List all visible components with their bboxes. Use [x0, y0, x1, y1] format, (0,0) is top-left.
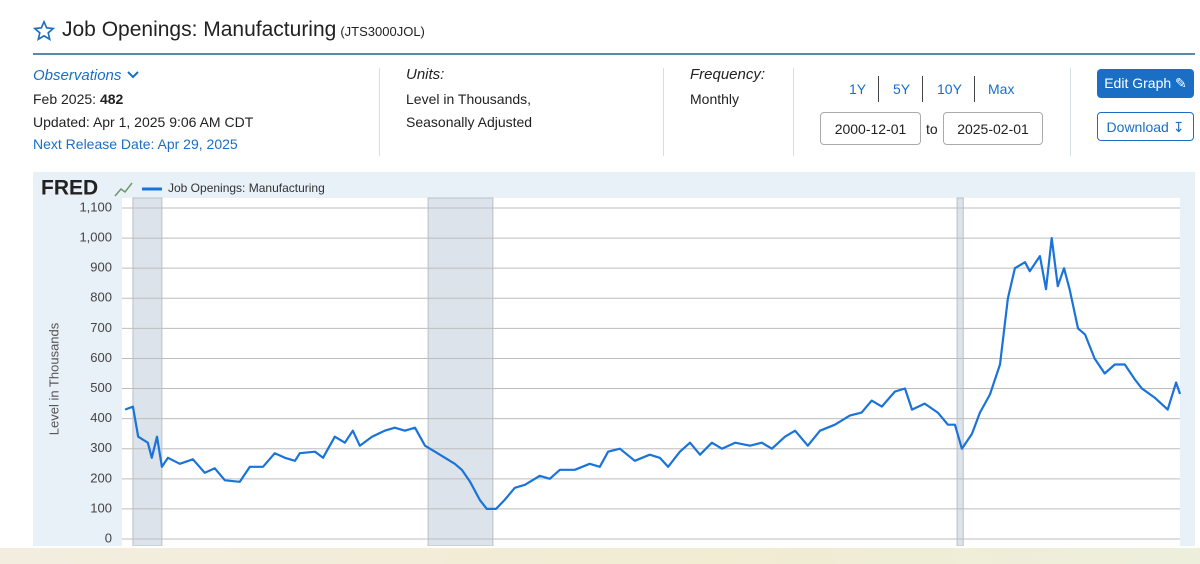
start-date-input[interactable]: 2000-12-01 [820, 112, 921, 145]
date-separator: to [926, 121, 938, 137]
y-tick-label: 1,000 [79, 230, 112, 245]
range-button[interactable]: 1Y [849, 81, 867, 97]
observations-label: Observations [33, 67, 122, 84]
y-tick-label: 400 [90, 410, 112, 425]
divider [33, 53, 1195, 55]
taskbar [0, 548, 1200, 564]
recession-band [427, 197, 494, 546]
series-title: Job Openings: Manufacturing [62, 18, 337, 41]
end-date-input[interactable]: 2025-02-01 [943, 112, 1043, 145]
button-label: Download [1106, 119, 1169, 135]
y-tick-label: 1,100 [79, 199, 112, 214]
separator [922, 76, 923, 102]
fred-logo: FRED [41, 177, 98, 200]
y-axis-label: Level in Thousands [46, 322, 61, 435]
separator [379, 68, 380, 156]
y-tick-label: 500 [90, 380, 112, 395]
range-button[interactable]: 5Y [893, 81, 911, 97]
chart: FRED Level in Thousands 0 100 200 300 400 500… [33, 172, 1195, 546]
frequency-label: Frequency: [690, 66, 766, 83]
download-button[interactable]: Download ↧ [1097, 112, 1194, 141]
units-line: Level in Thousands, [406, 91, 532, 107]
y-tick-label: 100 [90, 500, 112, 515]
separator [663, 68, 664, 156]
recession-band [132, 197, 163, 546]
y-tick-label: 200 [90, 470, 112, 485]
range-button[interactable]: 10Y [937, 81, 962, 97]
y-tick-label: 300 [90, 440, 112, 455]
separator [878, 76, 879, 102]
separator [793, 68, 794, 156]
units-line: Seasonally Adjusted [406, 114, 533, 130]
y-tick-label: 700 [90, 320, 112, 335]
series-id: (JTS3000JOL) [340, 24, 425, 39]
page-title: Job Openings: Manufacturing (JTS3000JOL) [62, 18, 425, 42]
y-tick-label: 600 [90, 350, 112, 365]
recession-band [956, 197, 964, 546]
separator [1070, 68, 1071, 156]
favorite-star[interactable] [33, 20, 55, 42]
logo-icon [114, 182, 133, 197]
range-button[interactable]: Max [988, 81, 1015, 97]
series-line [124, 237, 1182, 510]
observations-toggle[interactable]: Observations [33, 67, 140, 84]
separator [974, 76, 975, 102]
next-release[interactable]: Next Release Date: Apr 29, 2025 [33, 136, 238, 152]
obs-date: Feb 2025: [33, 91, 97, 107]
plot-area [122, 198, 1180, 546]
y-tick-label: 900 [90, 260, 112, 275]
button-label: Edit Graph [1104, 75, 1172, 91]
y-tick-label: 800 [90, 290, 112, 305]
latest-observation: Feb 2025: 482 [33, 91, 123, 107]
updated: Updated: Apr 1, 2025 9:06 AM CDT [33, 114, 254, 130]
legend-label: Job Openings: Manufacturing [168, 181, 325, 195]
chevron [126, 71, 139, 79]
edit-graph-button[interactable]: Edit Graph ✎ [1097, 69, 1194, 98]
obs-value: 482 [99, 91, 124, 107]
frequency-value: Monthly [690, 91, 740, 107]
units-label: Units: [406, 66, 445, 83]
y-tick-label: 0 [105, 530, 112, 545]
